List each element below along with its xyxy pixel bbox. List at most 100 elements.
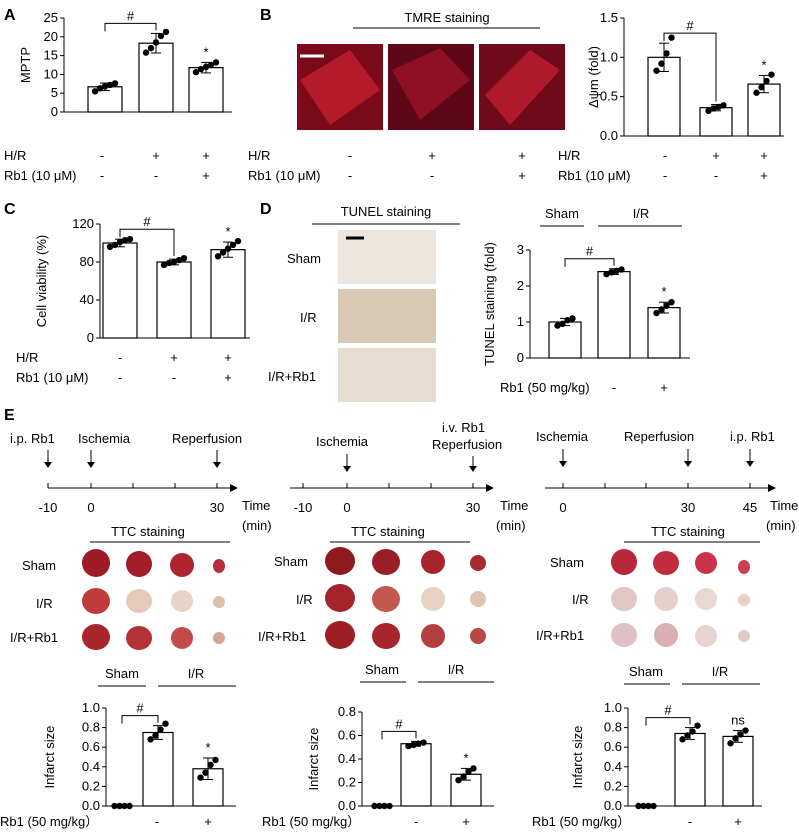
d-point-0-2: [564, 317, 571, 324]
b-ytick-label-2: 1.0: [600, 49, 618, 64]
ttc3-sham-slice-1: [611, 549, 637, 575]
e3-rb-2: -: [688, 814, 692, 829]
a-ytick-label-5: 25: [44, 10, 58, 25]
tl1-time: Time: [242, 498, 270, 513]
ttc1-ir-slice-1: [82, 588, 110, 614]
ttc3-ir-slice-3: [695, 588, 717, 610]
d-ytick-label-2: 2: [517, 278, 524, 293]
b-ytick-label-3: 1.5: [600, 10, 618, 25]
a-rb-1: -: [100, 168, 104, 183]
b-annotation-hash: #: [686, 18, 694, 33]
tl3-axis-arrow: [768, 484, 776, 492]
e1-group-ir: I/R: [188, 666, 205, 681]
ttc2-row-ir-rb1: I/R+Rb1: [258, 629, 306, 644]
e1-ytick-label-2: 0.4: [82, 759, 100, 774]
ttc1-rb1-slice-3: [171, 627, 193, 649]
e3-point-0-3: [650, 802, 657, 810]
ttc3-rb1-slice-3: [695, 625, 717, 647]
tl3-time: Time: [770, 498, 798, 513]
e1-point-2-2: [207, 761, 214, 769]
e2-point-0-1: [376, 802, 383, 810]
ttc1-rb1-slice-4: [213, 632, 225, 644]
c-point-1-2: [170, 258, 178, 266]
c-point-2-4: [234, 237, 242, 245]
d-point-0-3: [569, 315, 576, 322]
tl1-arrowhead-3: [213, 462, 221, 468]
panel-label-a: A: [4, 7, 16, 24]
e2-ylabel: Infarct size: [306, 728, 321, 791]
e1-point-1-1: [152, 732, 159, 739]
ttc-block-3: TTC staining Sham I/R I/R+Rb1: [536, 524, 760, 647]
a-annotation-hash: #: [127, 8, 135, 23]
e2-point-2-1: [460, 773, 467, 780]
tmre-cell-control: [300, 50, 380, 125]
panel-label-b: B: [260, 7, 272, 24]
d-ytick-label-3: 3: [517, 242, 524, 257]
tl1-axis-arrow: [230, 484, 238, 492]
ttc2-ir-slice-3: [421, 587, 445, 611]
b2-rb-1: -: [663, 168, 667, 183]
ttc1-ir-slice-2: [126, 589, 152, 613]
a-point-2-4: [212, 59, 220, 66]
d-point-2-0: [653, 309, 660, 317]
d-group-sham: Sham: [545, 206, 579, 221]
tl1-tick-2: 0: [87, 500, 94, 515]
e3-rb-3: +: [734, 814, 742, 829]
chart-e3: 0.0 0.2 0.4 0.6 0.8 1.0 Infarct size # ns: [570, 700, 762, 813]
b-hr-2: +: [428, 148, 436, 163]
a-point-1-2: [152, 39, 160, 46]
d-point-1-0: [603, 270, 610, 278]
e2-rb-3: +: [462, 814, 470, 829]
tl2-reperfusion: Reperfusion: [432, 437, 502, 452]
e3-ytick-label-4: 0.8: [604, 720, 622, 735]
ttc3-ir-slice-2: [654, 587, 678, 611]
ttc3-rb1-slice-2: [654, 623, 678, 647]
a-ytick-label-2: 10: [44, 66, 58, 81]
tl2-ischemia: Ischemia: [316, 434, 369, 449]
c-annotation-hash: #: [143, 214, 151, 229]
e3-point-2-0: [727, 740, 734, 747]
a-annotation-sig: *: [203, 44, 208, 59]
b-point-1-2: [715, 103, 722, 111]
b-point-0-3: [668, 34, 675, 41]
a-point-0-0: [91, 88, 99, 95]
d-point-1-2: [613, 267, 620, 275]
c-ytick-label-1: 40: [80, 292, 94, 307]
tl1-arrowhead-2: [87, 462, 95, 468]
b-hr-3: +: [518, 148, 526, 163]
c-rb1-label: Rb1 (10 μM): [16, 370, 89, 385]
a-rb-2: -: [154, 168, 158, 183]
e2-point-2-0: [455, 776, 462, 784]
d-point-1-3: [618, 266, 625, 273]
b2-hr-2: +: [712, 148, 720, 163]
chart-b: 0.0 0.5 1.0 1.5 Δψm (fold) # *: [586, 10, 784, 143]
e3-rb1-label: Rb1 (50 mg/kg）: [532, 814, 630, 829]
a-hr-1: -: [100, 148, 104, 163]
ttc3-ir-slice-4: [738, 594, 750, 606]
d-point-1-1: [608, 269, 615, 276]
tunel-row-ir: I/R: [300, 310, 317, 325]
e3-point-2-2: [737, 731, 744, 738]
ttc3-rb1-slice-4: [738, 630, 750, 642]
chart-d: 0 1 2 3 TUNEL staining (fold) # *: [482, 242, 690, 366]
tmre-cell-rb1: [485, 50, 560, 125]
b-rb1-label: Rb1 (10 μM): [248, 168, 321, 183]
panel-label-c: C: [4, 201, 16, 218]
chart-e1: 0.0 0.2 0.4 0.6 0.8 1.0 Infarct size # *: [42, 700, 236, 813]
a-point-1-1: [147, 44, 155, 52]
e3-point-1-3: [694, 722, 701, 729]
b-annotation-sig: *: [761, 57, 766, 72]
ttc2-rb1-slice-1: [325, 621, 355, 649]
ttc2-sham-slice-3: [421, 550, 445, 574]
tl1-arrowhead-1: [44, 462, 52, 468]
tl3-ip-rb1: i.p. Rb1: [730, 429, 775, 444]
e2-group-sham: Sham: [365, 662, 399, 677]
c-ytick-label-2: 80: [80, 254, 94, 269]
b-ytick-label-1: 0.5: [600, 89, 618, 104]
c-ytick-label-0: 0: [87, 330, 94, 345]
e2-bracket: [381, 730, 417, 740]
e2-annotation-sig: *: [463, 750, 468, 765]
d-ytick-label-1: 1: [517, 314, 524, 329]
e2-point-1-1: [410, 741, 417, 749]
timeline-1: i.p. Rb1 Ischemia Reperfusion -10 0 30 T…: [10, 431, 272, 533]
